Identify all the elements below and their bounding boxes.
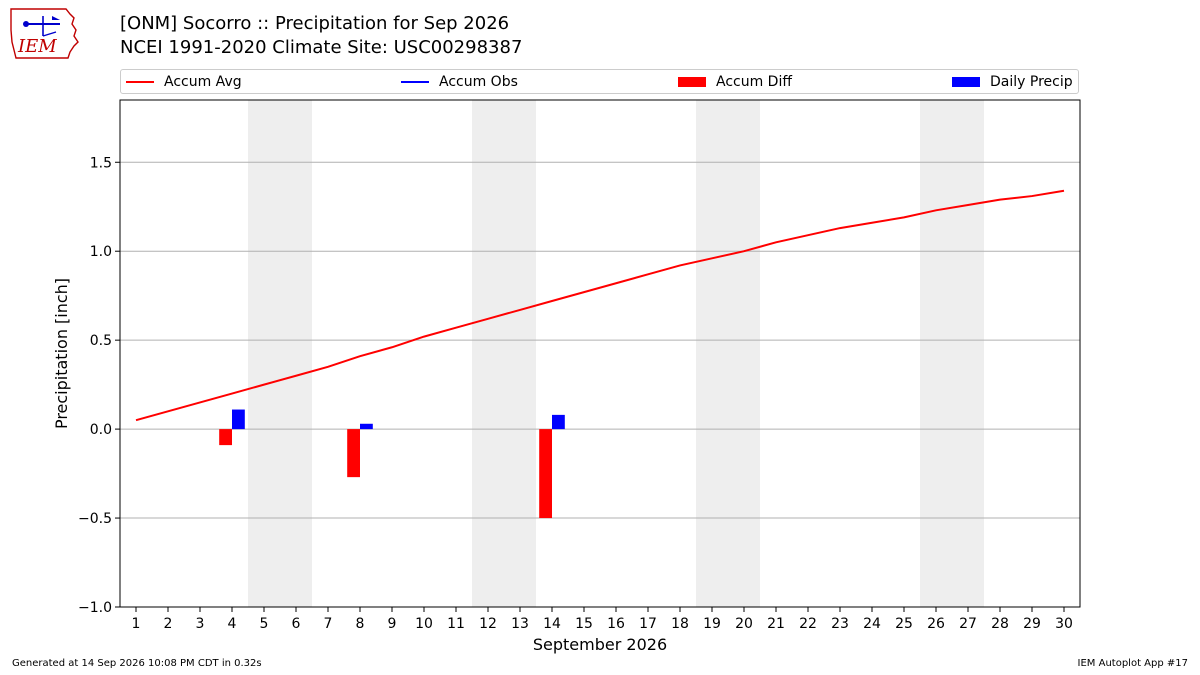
x-tick-label: 12: [479, 616, 497, 632]
x-tick-label: 1: [132, 616, 141, 632]
x-tick-label: 8: [356, 616, 365, 632]
y-tick-label: −1.0: [78, 600, 112, 616]
legend-label-accum-diff: Accum Diff: [716, 73, 793, 90]
x-tick-label: 10: [415, 616, 433, 632]
legend: Accum Avg Accum Obs Accum Diff Daily Pre…: [120, 69, 1079, 94]
x-tick-label: 19: [703, 616, 721, 632]
x-tick-label: 26: [927, 616, 945, 632]
weekend-shade-1: [472, 100, 536, 607]
legend-item-daily-precip: Daily Precip: [952, 70, 1073, 93]
legend-label-accum-obs: Accum Obs: [439, 73, 518, 90]
x-tick-label: 6: [292, 616, 301, 632]
y-tick-label: 0.0: [90, 422, 112, 438]
legend-item-accum-avg: Accum Avg: [126, 70, 242, 93]
x-axis-label: September 2026: [533, 635, 667, 654]
x-tick-label: 29: [1023, 616, 1041, 632]
x-tick-label: 21: [767, 616, 785, 632]
title-line-1: [ONM] Socorro :: Precipitation for Sep 2…: [120, 13, 510, 34]
weekend-shade-2: [696, 100, 760, 607]
accum-avg-swatch: [126, 80, 154, 83]
accum-avg-line: [135, 189, 1065, 422]
legend-label-accum-avg: Accum Avg: [164, 73, 242, 90]
x-tick-label: 17: [639, 616, 657, 632]
x-tick-label: 18: [671, 616, 689, 632]
x-tick-label: 28: [991, 616, 1009, 632]
weekend-shade-0: [248, 100, 312, 607]
logo-text: IEM: [17, 36, 57, 57]
x-tick-label: 5: [260, 616, 269, 632]
legend-item-accum-diff: Accum Diff: [678, 70, 792, 93]
plot-frame: [119, 99, 1081, 608]
x-tick-label: 15: [575, 616, 593, 632]
iem-logo: IEM: [8, 6, 82, 60]
daily-precip-bar: [360, 423, 373, 430]
x-tick-label: 16: [607, 616, 625, 632]
weekend-shade-3: [920, 100, 984, 607]
footer-app: IEM Autoplot App #17: [1077, 658, 1188, 669]
x-tick-label: 4: [228, 616, 237, 632]
daily-precip-swatch: [952, 76, 980, 87]
footer-generated: Generated at 14 Sep 2026 10:08 PM CDT in…: [12, 658, 262, 669]
daily-precip-bar: [232, 409, 245, 430]
x-tick-label: 13: [511, 616, 529, 632]
x-tick-label: 2: [164, 616, 173, 632]
x-tick-label: 27: [959, 616, 977, 632]
y-axis-label: Precipitation [inch]: [52, 278, 71, 429]
title-line-2: NCEI 1991-2020 Climate Site: USC00298387: [120, 37, 523, 58]
x-tick-label: 14: [543, 616, 561, 632]
accum-diff-bar: [347, 429, 360, 478]
y-tick-label: −0.5: [78, 511, 112, 527]
accum-diff-bar: [219, 429, 232, 446]
x-tick-label: 30: [1055, 616, 1073, 632]
accum-diff-swatch: [678, 76, 706, 87]
y-tick-label: 0.5: [90, 333, 112, 349]
legend-label-daily-precip: Daily Precip: [990, 73, 1073, 90]
chart-title: [ONM] Socorro :: Precipitation for Sep 2…: [120, 12, 522, 60]
x-tick-label: 24: [863, 616, 881, 632]
daily-precip-bar: [552, 414, 565, 430]
accum-diff-bar: [539, 429, 552, 519]
y-tick-label: 1.5: [90, 155, 112, 171]
x-tick-label: 7: [324, 616, 333, 632]
y-tick-label: 1.0: [90, 244, 112, 260]
x-tick-label: 22: [799, 616, 817, 632]
x-tick-label: 11: [447, 616, 465, 632]
accum-obs-swatch: [401, 80, 429, 83]
x-tick-label: 3: [196, 616, 205, 632]
x-tick-label: 20: [735, 616, 753, 632]
x-tick-label: 25: [895, 616, 913, 632]
x-tick-label: 23: [831, 616, 849, 632]
legend-item-accum-obs: Accum Obs: [401, 70, 518, 93]
x-tick-label: 9: [388, 616, 397, 632]
